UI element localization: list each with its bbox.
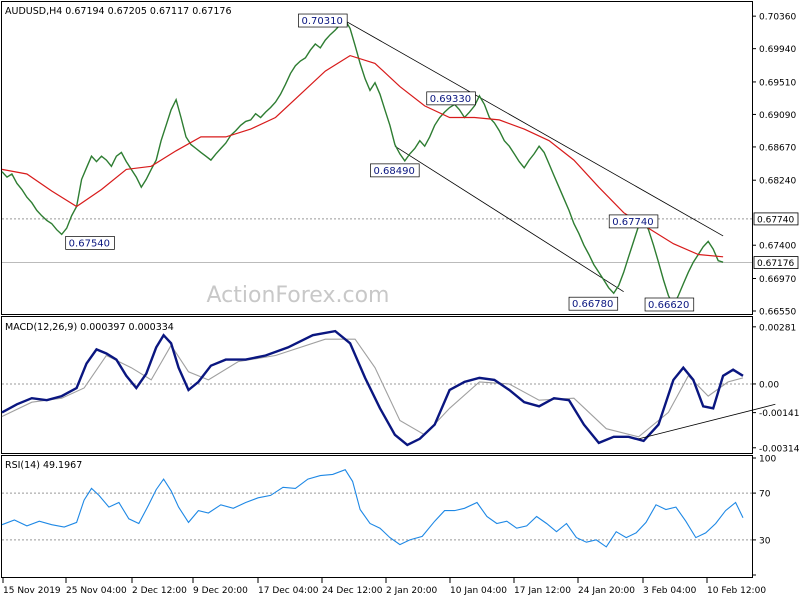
- rsi-y-tick-label-0: 100: [759, 455, 776, 465]
- x-tick-label-2: 2 Dec 12:00: [132, 586, 187, 596]
- axis-layer: 0.70360 0.69940 0.69510 0.69090 0.68670 0.682…: [2, 13, 800, 596]
- price-annotation-label-4: 0.67740: [612, 217, 653, 228]
- sma-series-line: [1, 54, 724, 258]
- price-annotation-box-6: [644, 297, 695, 312]
- price-y-tick-label-6: 0.67400: [759, 242, 796, 252]
- price-y-tick-label-8: 0.66550: [759, 308, 796, 318]
- price-annotation-label-1: 0.69330: [430, 94, 471, 105]
- price-layer: 0.70310 0.69330 0.68490 0.67540 0.67740 0.667…: [1, 13, 752, 312]
- macd-panel-header: MACD(12,26,9) 0.000397 0.000334: [5, 322, 174, 333]
- level-price-tag: 0.67740: [757, 215, 794, 225]
- x-tick-label-3: 9 Dec 20:00: [193, 586, 248, 596]
- current-price-tag-box: [753, 256, 799, 269]
- x-tick-label-5: 24 Dec 12:00: [322, 586, 383, 596]
- price-annotation-label-3: 0.67540: [69, 238, 110, 249]
- price-y-tick-label-4: 0.68670: [759, 143, 796, 153]
- macd-y-tick-label-0: 0.00281: [759, 323, 796, 333]
- x-tick-label-0: 15 Nov 2019: [3, 586, 61, 596]
- x-tick-label-8: 17 Jan 12:00: [514, 586, 571, 596]
- channel-line-0: [344, 20, 724, 237]
- macd-main-line: [1, 329, 744, 447]
- price-annotation-box-1: [426, 91, 476, 106]
- price-panel-header: AUDUSD,H4 0.67194 0.67205 0.67117 0.6717…: [5, 6, 232, 17]
- x-tick-label-9: 24 Jan 20:00: [578, 586, 635, 596]
- price-series-line: [1, 18, 724, 308]
- macd-y-tick-label-3: -0.00314: [759, 444, 800, 454]
- rsi-panel-frame: [1, 455, 753, 578]
- price-y-tick-label-2: 0.69510: [759, 78, 796, 88]
- x-tick-label-11: 10 Feb 12:00: [707, 586, 766, 596]
- price-annotation-box-4: [608, 214, 659, 229]
- price-y-tick-label-3: 0.69090: [759, 111, 796, 121]
- price-y-tick-label-1: 0.69940: [759, 45, 796, 55]
- rsi-y-tick-label-1: 70: [759, 490, 771, 500]
- price-annotation-box-5: [568, 296, 619, 311]
- rsi-y-tick-label-2: 30: [759, 536, 771, 546]
- price-y-tick-label-0: 0.70360: [759, 13, 796, 23]
- price-annotation-label-2: 0.68490: [373, 166, 414, 177]
- current-price-tag: 0.67176: [757, 259, 794, 269]
- price-annotation-box-3: [65, 236, 115, 250]
- x-tick-label-7: 10 Jan 04:00: [450, 586, 507, 596]
- rsi-series-line: [1, 469, 744, 548]
- macd-signal-line: [1, 338, 744, 438]
- channel-line-1: [394, 145, 624, 292]
- macd-y-tick-label-1: 0.00: [759, 380, 779, 390]
- rsi-panel-header: RSI(14) 49.1967: [5, 460, 82, 471]
- price-annotation-label-0: 0.70310: [301, 16, 342, 27]
- x-tick-label-4: 17 Dec 04:00: [258, 586, 319, 596]
- rsi-layer: [1, 469, 752, 548]
- price-panel-frame: [1, 1, 753, 315]
- x-tick-label-10: 3 Feb 04:00: [643, 586, 697, 596]
- watermark: ActionForex.com: [207, 283, 390, 308]
- macd-y-tick-label-2: -0.00141: [759, 409, 799, 419]
- x-tick-label-1: 25 Nov 04:00: [66, 586, 127, 596]
- price-y-tick-label-7: 0.66970: [759, 275, 796, 285]
- price-y-tick-label-5: 0.68240: [759, 177, 796, 187]
- price-annotation-label-6: 0.66620: [648, 300, 689, 311]
- price-annotation-box-0: [298, 13, 348, 28]
- price-annotation-label-5: 0.66780: [572, 299, 613, 310]
- macd-layer: [1, 329, 776, 447]
- x-tick-label-6: 2 Jan 20:00: [386, 586, 438, 596]
- macd-trend-line: [638, 403, 776, 440]
- macd-panel-frame: [1, 316, 753, 454]
- price-annotation-box-2: [370, 163, 420, 178]
- level-price-tag-box: [753, 212, 799, 226]
